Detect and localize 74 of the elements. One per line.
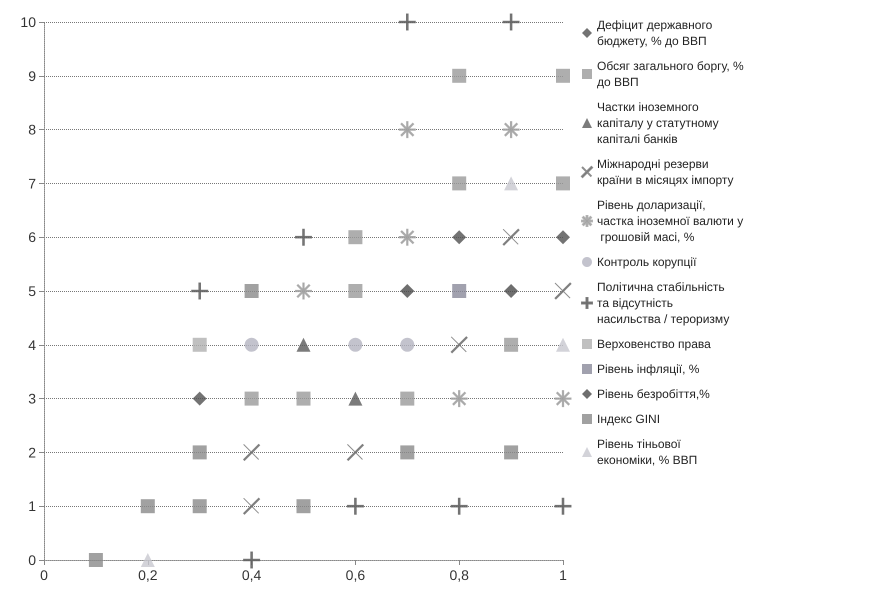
point <box>556 68 570 83</box>
point <box>452 284 466 298</box>
point <box>452 176 466 190</box>
legend-label: Рівень інфляції, % <box>597 362 700 376</box>
point <box>88 553 103 567</box>
x-tick-label: 1 <box>559 567 568 583</box>
y-tick-label: 2 <box>28 444 36 460</box>
legend-label: Рівень безробіття,% <box>597 387 710 401</box>
y-tick-label: 6 <box>28 229 36 246</box>
legend-label: Верховенство права <box>597 337 712 351</box>
legend-label: Рівень доларизації, частка іноземної валюти у грошовій масі, % <box>597 198 744 244</box>
point <box>504 284 518 298</box>
x-tick-label: 0,4 <box>242 567 262 583</box>
x-tick-label: 0 <box>40 567 48 583</box>
point <box>140 553 155 567</box>
point <box>192 499 207 514</box>
x-tick-label: 0,8 <box>449 567 470 583</box>
y-tick-label: 7 <box>28 175 36 192</box>
point <box>244 284 259 298</box>
point <box>244 338 259 352</box>
point <box>554 282 572 300</box>
point <box>556 230 570 244</box>
y-tick-label: 3 <box>28 390 36 407</box>
point <box>346 498 364 515</box>
point <box>504 338 518 352</box>
point <box>556 338 570 352</box>
point <box>504 445 518 460</box>
point <box>348 338 362 352</box>
point <box>398 14 416 30</box>
point <box>502 14 520 30</box>
point <box>452 230 466 244</box>
legend-label: Частки іноземного капіталу у статутному капіталі банків <box>597 100 722 146</box>
point <box>400 392 414 406</box>
point <box>140 499 155 514</box>
y-tick-label: 5 <box>28 283 36 299</box>
legend-label: Політична стабільність та відсутність насильства / тероризму <box>597 280 730 326</box>
x-tick-label: 0,2 <box>138 567 158 583</box>
point <box>450 336 468 354</box>
legend-label: Індекс GINI <box>597 412 660 426</box>
legend-label: Міжнародні резерви країни в місяцях імпорту <box>597 157 734 187</box>
point <box>400 445 414 460</box>
point <box>192 338 207 352</box>
point <box>554 498 572 515</box>
point <box>295 228 312 246</box>
point <box>400 284 414 298</box>
point <box>452 68 466 83</box>
legend-label: Обсяг загального боргу, % до ВВП <box>597 59 747 89</box>
y-tick-label: 1 <box>28 498 36 514</box>
point <box>348 392 362 406</box>
legend-label: Контроль корупції <box>597 255 698 269</box>
point <box>296 392 310 406</box>
x-tick-label: 0,6 <box>346 567 366 583</box>
point <box>400 338 414 352</box>
point <box>192 445 207 460</box>
point <box>556 176 570 190</box>
y-tick-label: 0 <box>28 552 36 568</box>
point <box>504 176 518 190</box>
point <box>244 392 259 406</box>
point <box>191 282 208 300</box>
point <box>450 498 468 515</box>
point <box>192 392 207 406</box>
point <box>243 552 260 568</box>
point <box>296 499 310 514</box>
point <box>243 444 260 461</box>
y-tick-label: 10 <box>20 14 36 30</box>
legend-label: Рівень тіньової економіки, % ВВП <box>597 437 698 467</box>
point <box>296 338 310 352</box>
y-tick-label: 8 <box>28 122 36 138</box>
point <box>398 228 416 246</box>
y-tick-label: 9 <box>28 68 36 84</box>
point <box>348 230 362 244</box>
point <box>348 284 362 298</box>
legend-label: Дефіцит державного бюджету, % до ВВП <box>597 18 716 48</box>
y-tick-label: 4 <box>28 336 36 353</box>
